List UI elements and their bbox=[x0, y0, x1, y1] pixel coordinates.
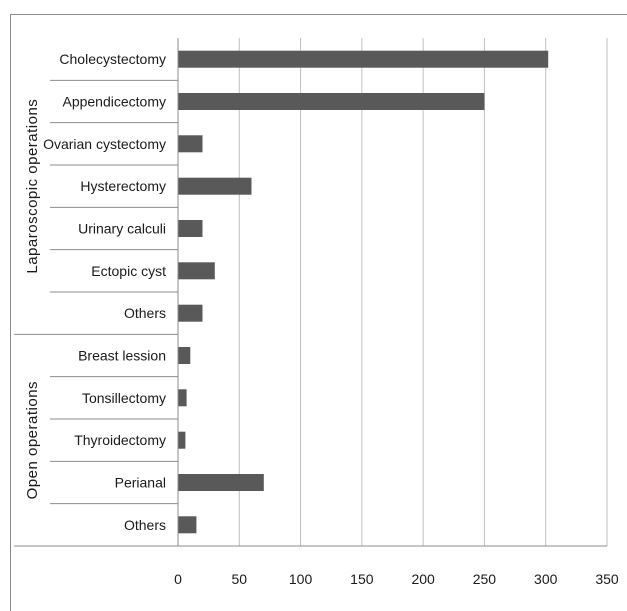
category-label: Hysterectomy bbox=[80, 178, 166, 194]
category-label: Appendicectomy bbox=[62, 94, 166, 110]
x-tick-350: 350 bbox=[595, 571, 619, 587]
category-label: Thyroidectomy bbox=[74, 432, 166, 448]
bar-urinary-calculi-0 bbox=[178, 220, 203, 237]
bar-appendicectomy-0 bbox=[178, 93, 485, 110]
bar-others-1 bbox=[178, 516, 197, 534]
x-tick-150: 150 bbox=[350, 571, 374, 587]
x-tick-200: 200 bbox=[411, 571, 435, 587]
category-label: Perianal bbox=[115, 475, 166, 491]
bar-hysterectomy-0 bbox=[178, 177, 252, 195]
axes bbox=[14, 38, 607, 547]
bars bbox=[178, 50, 549, 534]
category-labels: Cholecystectomy Appendicectomy Ovarian cys… bbox=[43, 51, 166, 533]
category-label: Tonsillectomy bbox=[82, 390, 166, 406]
group-label-1: Open operations bbox=[24, 381, 41, 499]
category-label: Urinary calculi bbox=[78, 221, 166, 237]
category-label: Ovarian cystectomy bbox=[43, 136, 166, 152]
bar-tonsillectomy-1 bbox=[178, 389, 187, 407]
bar-cholecystectomy-0 bbox=[178, 50, 549, 68]
category-label: Others bbox=[124, 305, 166, 321]
chart-frame bbox=[10, 14, 627, 611]
bar-perianal-1 bbox=[178, 474, 264, 491]
bar-thyroidectomy-1 bbox=[178, 431, 186, 449]
bar-ectopic-cyst-0 bbox=[178, 262, 215, 280]
bar-ovarian-cystectomy-0 bbox=[178, 135, 203, 153]
x-tick-100: 100 bbox=[289, 571, 313, 587]
category-label: Breast lession bbox=[78, 348, 166, 364]
x-tick-300: 300 bbox=[534, 571, 558, 587]
category-label: Others bbox=[124, 517, 166, 533]
x-tick-0: 0 bbox=[174, 571, 182, 587]
group-labels: Laparoscopic operations Open operations bbox=[24, 99, 41, 500]
group-label-0: Laparoscopic operations bbox=[24, 99, 41, 274]
bar-others-0 bbox=[178, 304, 203, 322]
x-tick-labels: 0 50 100 150 200 250 300 350 bbox=[174, 571, 619, 587]
gridlines bbox=[238, 38, 608, 546]
bar-breast-lession-1 bbox=[178, 347, 191, 364]
category-label: Cholecystectomy bbox=[59, 51, 166, 67]
category-label: Ectopic cyst bbox=[91, 263, 166, 279]
x-tick-50: 50 bbox=[231, 571, 247, 587]
x-tick-250: 250 bbox=[473, 571, 497, 587]
